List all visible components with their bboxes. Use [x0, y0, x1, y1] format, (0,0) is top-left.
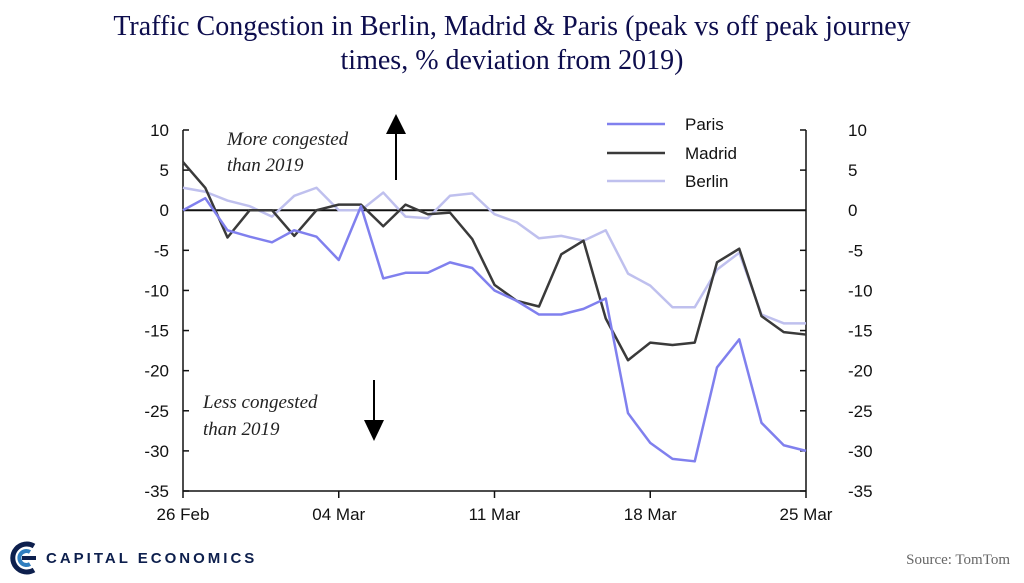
y-tick-label-right: 5 — [848, 161, 857, 180]
chart-title-line-1: Traffic Congestion in Berlin, Madrid & P… — [113, 11, 911, 42]
y-tick-label-left: -5 — [154, 241, 169, 260]
y-tick-label-left: 10 — [150, 121, 169, 140]
x-tick-label: 04 Mar — [312, 505, 365, 524]
chart-title: Traffic Congestion in Berlin, Madrid & P… — [0, 10, 1024, 78]
y-tick-label-right: 0 — [848, 201, 857, 220]
series-line-paris — [182, 196, 807, 463]
y-tick-label-left: -30 — [144, 442, 169, 461]
source-note: Source: TomTom — [906, 552, 1010, 568]
axes-group — [182, 129, 807, 498]
y-tick-label-left: -35 — [144, 482, 169, 501]
annotation-less-congested-line-2: than 2019 — [203, 419, 280, 440]
annotation-more-congested-line-1: More congested — [226, 129, 349, 150]
y-tick-label-right: -30 — [848, 442, 873, 461]
x-tick-label: 18 Mar — [624, 505, 677, 524]
y-tick-label-right: -25 — [848, 402, 873, 421]
brand-name: CAPITAL ECONOMICS — [46, 549, 258, 567]
tick-labels-group: 10 10 5 5 0 0 -5 -5 -10 -10 -15 -15 -20 -20 -25 -25 -30 -… — [144, 121, 872, 524]
legend-label-berlin: Berlin — [685, 172, 728, 191]
y-tick-label-left: 5 — [160, 161, 169, 180]
annotation-more-congested-line-2: than 2019 — [227, 155, 304, 176]
y-tick-label-left: -15 — [144, 322, 169, 341]
legend-label-paris: Paris — [685, 115, 724, 134]
capital-economics-logo-icon — [10, 541, 36, 575]
series-group — [182, 161, 807, 463]
y-tick-label-left: -25 — [144, 402, 169, 421]
chart-title-line-2: times, % deviation from 2019) — [340, 45, 684, 76]
arrow-down-icon — [364, 380, 384, 441]
arrow-up-icon — [386, 114, 406, 180]
y-tick-label-right: -20 — [848, 362, 873, 381]
x-tick-label: 26 Feb — [157, 505, 210, 524]
series-line-berlin — [182, 186, 806, 325]
legend: Paris Madrid Berlin — [607, 115, 737, 191]
annotation-less-congested-line-1: Less congested — [202, 392, 318, 413]
x-tick-label: 11 Mar — [469, 505, 521, 524]
series-line-madrid — [182, 161, 807, 362]
y-tick-label-left: 0 — [160, 201, 169, 220]
y-tick-label-right: -35 — [848, 482, 873, 501]
y-tick-label-right: -5 — [848, 241, 863, 260]
y-tick-label-left: -10 — [144, 281, 169, 300]
brand-logo: CAPITAL ECONOMICS — [6, 536, 257, 580]
y-tick-label-right: -15 — [848, 322, 873, 341]
y-tick-label-right: 10 — [848, 121, 867, 140]
x-tick-label: 25 Mar — [780, 505, 833, 524]
y-tick-label-right: -10 — [848, 281, 873, 300]
y-tick-label-left: -20 — [144, 362, 169, 381]
legend-label-madrid: Madrid — [685, 144, 737, 163]
